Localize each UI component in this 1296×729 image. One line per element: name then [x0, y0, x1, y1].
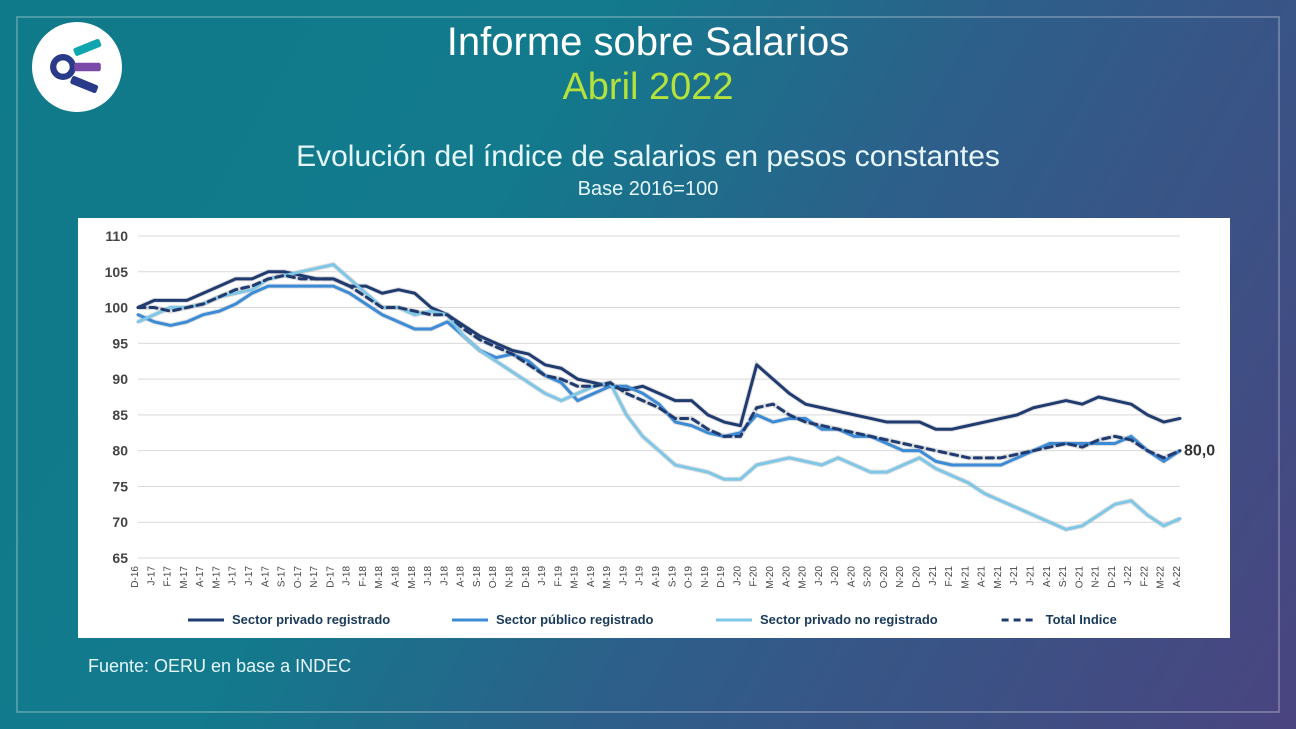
svg-text:N-19: N-19	[700, 566, 711, 588]
svg-text:O-17: O-17	[293, 566, 304, 589]
svg-text:J-20: J-20	[732, 566, 743, 586]
svg-text:90: 90	[112, 371, 128, 387]
svg-text:S-20: S-20	[863, 566, 874, 588]
svg-text:F-18: F-18	[358, 566, 369, 587]
svg-text:J-18: J-18	[423, 566, 434, 586]
svg-text:N-20: N-20	[895, 566, 906, 588]
svg-text:F-21: F-21	[944, 566, 955, 587]
svg-text:75: 75	[112, 478, 128, 494]
svg-text:M-20: M-20	[798, 566, 809, 589]
svg-text:A-21: A-21	[1042, 566, 1053, 588]
chart-svg: 65 70 75 80 85 90 95 100 105 110 D-16 J-17 F-17 M-17 A…	[78, 218, 1230, 638]
svg-text:F-19: F-19	[553, 566, 564, 587]
svg-text:S-17: S-17	[277, 566, 288, 588]
svg-text:105: 105	[105, 264, 129, 280]
svg-text:J-21: J-21	[1009, 566, 1020, 586]
source-footer: Fuente: OERU en base a INDEC	[88, 656, 351, 677]
svg-text:J-21: J-21	[928, 566, 939, 586]
report-title: Informe sobre Salarios	[0, 20, 1296, 65]
svg-text:Sector público registrado: Sector público registrado	[496, 612, 654, 627]
svg-text:M-18: M-18	[407, 566, 418, 589]
svg-text:N-17: N-17	[309, 566, 320, 588]
svg-text:J-20: J-20	[830, 566, 841, 586]
svg-text:M-21: M-21	[993, 566, 1004, 589]
svg-text:D-16: D-16	[130, 566, 141, 588]
chart-title: Evolución del índice de salarios en peso…	[0, 140, 1296, 174]
svg-text:J-19: J-19	[537, 566, 548, 586]
svg-text:S-19: S-19	[667, 566, 678, 588]
svg-text:95: 95	[112, 335, 128, 351]
svg-text:D-21: D-21	[1107, 566, 1118, 588]
svg-text:J-22: J-22	[1123, 566, 1134, 586]
svg-text:Total Indice: Total Indice	[1046, 612, 1117, 627]
svg-text:80: 80	[112, 443, 128, 459]
svg-text:D-17: D-17	[325, 566, 336, 588]
svg-text:F-17: F-17	[163, 566, 174, 587]
svg-text:M-18: M-18	[374, 566, 385, 589]
svg-text:M-21: M-21	[960, 566, 971, 589]
svg-text:110: 110	[105, 228, 128, 244]
svg-text:80,0: 80,0	[1184, 443, 1215, 460]
salary-index-chart: 65 70 75 80 85 90 95 100 105 110 D-16 J-17 F-17 M-17 A…	[78, 218, 1230, 638]
svg-text:A-18: A-18	[391, 566, 402, 588]
svg-text:A-22: A-22	[1172, 566, 1183, 588]
svg-text:F-22: F-22	[1139, 566, 1150, 587]
svg-text:Sector privado registrado: Sector privado registrado	[232, 612, 390, 627]
svg-text:D-20: D-20	[912, 566, 923, 588]
svg-text:N-18: N-18	[504, 566, 515, 588]
svg-text:A-20: A-20	[781, 566, 792, 588]
svg-text:70: 70	[112, 514, 128, 530]
svg-text:J-19: J-19	[635, 566, 646, 586]
svg-text:A-19: A-19	[586, 566, 597, 588]
svg-text:S-18: S-18	[472, 566, 483, 588]
svg-text:A-20: A-20	[846, 566, 857, 588]
svg-text:D-19: D-19	[716, 566, 727, 588]
svg-text:N-21: N-21	[1091, 566, 1102, 588]
svg-text:O-21: O-21	[1074, 566, 1085, 589]
svg-text:J-17: J-17	[228, 566, 239, 586]
svg-text:A-18: A-18	[456, 566, 467, 588]
svg-text:O-19: O-19	[684, 566, 695, 589]
svg-text:D-18: D-18	[521, 566, 532, 588]
svg-text:65: 65	[112, 550, 128, 566]
svg-text:J-21: J-21	[1025, 566, 1036, 586]
svg-text:A-17: A-17	[260, 566, 271, 588]
svg-text:O-20: O-20	[879, 566, 890, 589]
svg-text:M-19: M-19	[602, 566, 613, 589]
svg-text:S-21: S-21	[1058, 566, 1069, 588]
svg-text:100: 100	[105, 300, 129, 316]
report-period: Abril 2022	[0, 66, 1296, 109]
chart-subtitle: Base 2016=100	[0, 178, 1296, 201]
svg-text:85: 85	[112, 407, 128, 423]
svg-text:J-18: J-18	[439, 566, 450, 586]
svg-text:A-19: A-19	[651, 566, 662, 588]
svg-text:J-17: J-17	[146, 566, 157, 586]
svg-text:J-17: J-17	[244, 566, 255, 586]
svg-text:M-22: M-22	[1156, 566, 1167, 589]
svg-text:Sector privado no registrado: Sector privado no registrado	[760, 612, 938, 627]
svg-text:O-18: O-18	[488, 566, 499, 589]
svg-text:J-19: J-19	[618, 566, 629, 586]
svg-text:J-18: J-18	[342, 566, 353, 586]
svg-text:A-17: A-17	[195, 566, 206, 588]
svg-text:F-20: F-20	[749, 566, 760, 587]
svg-text:M-20: M-20	[765, 566, 776, 589]
svg-text:A-21: A-21	[977, 566, 988, 588]
svg-text:M-19: M-19	[570, 566, 581, 589]
svg-text:M-17: M-17	[211, 566, 222, 589]
svg-text:M-17: M-17	[179, 566, 190, 589]
svg-text:J-20: J-20	[814, 566, 825, 586]
